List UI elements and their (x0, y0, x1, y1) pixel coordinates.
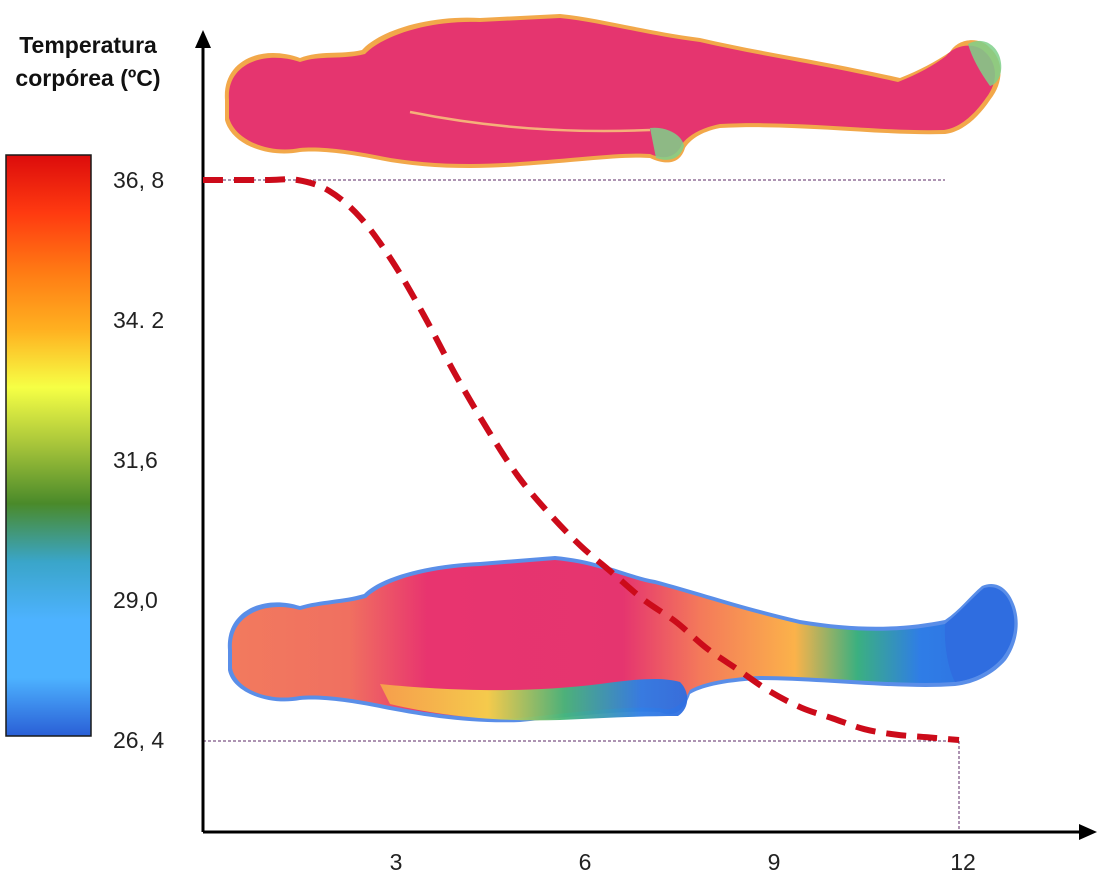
axes (195, 30, 1097, 840)
cold-arm (380, 678, 688, 721)
y-tick-label: 29,0 (113, 587, 158, 613)
guide-lines (203, 179, 960, 832)
warm-toes (968, 40, 1002, 86)
x-tick-label: 12 (950, 849, 976, 875)
y-axis-arrow (195, 30, 211, 48)
x-tick-label: 9 (768, 849, 781, 875)
y-tick-labels: 36, 8 34. 2 31,6 29,0 26, 4 (113, 167, 164, 753)
cold-feet (944, 587, 1015, 682)
legend-title-line2: corpórea (ºC) (15, 65, 160, 91)
cold-body-fill (231, 560, 1014, 719)
warm-body-fill (228, 18, 995, 164)
y-tick-label: 31,6 (113, 447, 158, 473)
x-tick-label: 3 (390, 849, 403, 875)
y-tick-label: 26, 4 (113, 727, 164, 753)
warm-hand (650, 127, 684, 160)
y-tick-label: 36, 8 (113, 167, 164, 193)
warm-arm-line (409, 110, 651, 133)
legend-title-line1: Temperatura (19, 32, 157, 58)
temperature-colorbar (5, 154, 92, 737)
warm-body-illustration (224, 14, 1002, 168)
y-tick-label: 34. 2 (113, 307, 164, 333)
x-axis-arrow (1079, 824, 1097, 840)
x-tick-label: 6 (579, 849, 592, 875)
temperature-curve (203, 176, 960, 743)
cold-body-illustration (227, 556, 1018, 723)
x-tick-labels: 3 6 9 12 (390, 849, 976, 875)
